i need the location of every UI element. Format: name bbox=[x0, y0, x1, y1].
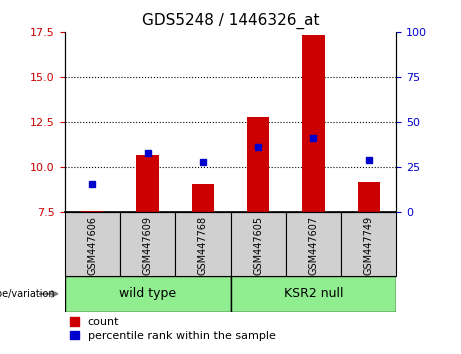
Bar bbox=[230, 212, 286, 276]
Bar bbox=[65, 276, 230, 312]
Bar bbox=[302, 35, 325, 212]
Text: GSM447749: GSM447749 bbox=[364, 216, 374, 275]
Bar bbox=[286, 212, 341, 276]
Bar bbox=[247, 117, 269, 212]
Bar bbox=[136, 155, 159, 212]
Bar bbox=[358, 182, 380, 212]
Bar bbox=[81, 211, 103, 212]
Bar bbox=[230, 276, 396, 312]
Text: GSM447768: GSM447768 bbox=[198, 216, 208, 275]
Text: genotype/variation: genotype/variation bbox=[0, 289, 55, 299]
Title: GDS5248 / 1446326_at: GDS5248 / 1446326_at bbox=[142, 13, 319, 29]
Bar bbox=[120, 212, 175, 276]
Bar bbox=[192, 183, 214, 212]
Text: wild type: wild type bbox=[119, 287, 176, 300]
Bar bbox=[175, 212, 230, 276]
Text: GSM447606: GSM447606 bbox=[87, 216, 97, 275]
Bar bbox=[341, 212, 396, 276]
Text: GSM447609: GSM447609 bbox=[142, 216, 153, 275]
Text: KSR2 null: KSR2 null bbox=[284, 287, 343, 300]
Bar bbox=[65, 212, 120, 276]
Text: GSM447605: GSM447605 bbox=[253, 216, 263, 275]
Text: GSM447607: GSM447607 bbox=[308, 216, 319, 275]
Legend: count, percentile rank within the sample: count, percentile rank within the sample bbox=[70, 317, 276, 341]
